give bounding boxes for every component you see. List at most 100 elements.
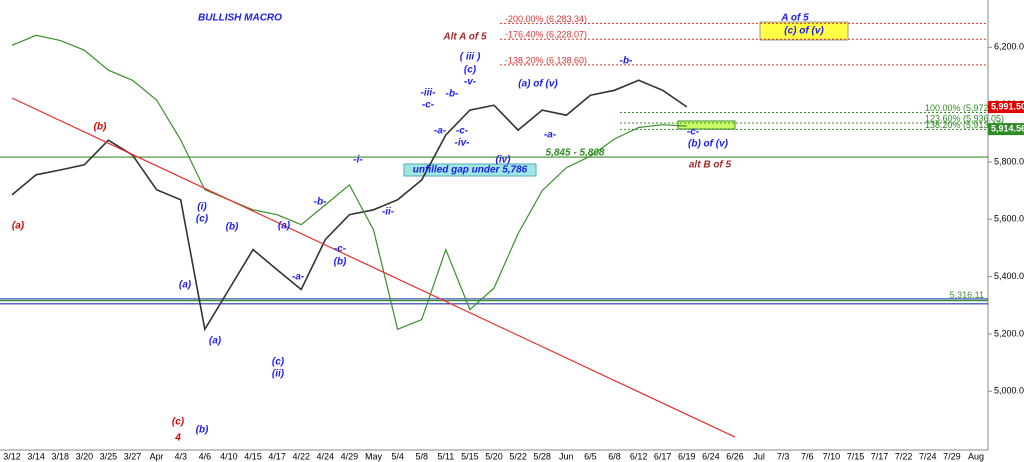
x-tick-label: 6/19 bbox=[678, 451, 696, 461]
wave-label: -c- bbox=[422, 100, 435, 111]
wave-label: -a- bbox=[434, 126, 447, 137]
x-tick-label: 7/15 bbox=[847, 451, 865, 461]
x-tick-label: 4/15 bbox=[244, 451, 262, 461]
wave-label: -a- bbox=[544, 130, 557, 141]
x-tick-label: 5/20 bbox=[485, 451, 503, 461]
wave-label: -iv- bbox=[455, 138, 471, 149]
x-tick-label: 7/17 bbox=[871, 451, 889, 461]
fib-label: -138.20% (6,138.60) bbox=[505, 55, 587, 65]
price-tag bbox=[988, 101, 1024, 114]
x-tick-label: 4/10 bbox=[220, 451, 238, 461]
x-tick-label: 7/29 bbox=[943, 451, 961, 461]
price-tag-label: 5,914.56 bbox=[991, 123, 1024, 133]
wave-label: alt B of 5 bbox=[689, 160, 732, 171]
y-tick-label: 6,200.00 bbox=[994, 42, 1024, 52]
trend-line bbox=[11, 97, 736, 438]
price-tag bbox=[988, 123, 1024, 136]
wave-label: -b- bbox=[620, 56, 633, 67]
x-tick-label: 4/29 bbox=[341, 451, 359, 461]
y-tick-label: 5,000.00 bbox=[994, 386, 1024, 396]
wave-label: (b) bbox=[226, 222, 239, 233]
x-tick-label: 7/10 bbox=[823, 451, 841, 461]
target-zone bbox=[759, 21, 849, 41]
wave-label: (c) bbox=[272, 357, 285, 368]
x-tick-label: 7/24 bbox=[919, 451, 937, 461]
wave-label: (b) bbox=[94, 122, 107, 133]
wave-label: -b- bbox=[446, 89, 459, 100]
x-tick-label: 3/20 bbox=[76, 451, 94, 461]
x-tick-label: 7/6 bbox=[801, 451, 814, 461]
wave-label: (a) bbox=[278, 221, 291, 232]
price-tag-label: 5,991.50 bbox=[991, 101, 1024, 111]
x-tick-label: 3/18 bbox=[51, 451, 69, 461]
x-tick-label: 4/24 bbox=[317, 451, 335, 461]
x-tick-label: 5/4 bbox=[391, 451, 404, 461]
x-tick-label: 7/3 bbox=[777, 451, 790, 461]
wave-label: (a) bbox=[209, 336, 222, 347]
x-tick-label: Jun bbox=[559, 451, 574, 461]
wave-label: -a- bbox=[292, 272, 305, 283]
wave-label: ( iii ) bbox=[460, 52, 481, 63]
x-tick-label: May bbox=[365, 451, 383, 461]
x-tick-label: 6/12 bbox=[630, 451, 648, 461]
y-tick-label: 5,400.00 bbox=[994, 271, 1024, 281]
x-tick-label: 3/14 bbox=[27, 451, 45, 461]
x-tick-label: 6/5 bbox=[584, 451, 597, 461]
wave-label: 5,845 - 5,808 bbox=[546, 148, 605, 159]
wave-label: A of 5 bbox=[780, 13, 809, 24]
wave-label: -v- bbox=[464, 77, 477, 88]
wave-label: (c) bbox=[464, 65, 477, 76]
x-tick-label: 3/27 bbox=[124, 451, 142, 461]
wave-label: -c- bbox=[334, 244, 347, 255]
x-tick-label: 5/15 bbox=[461, 451, 479, 461]
fib-label: 138.20% (5,913.47) bbox=[925, 120, 1004, 130]
wave-label: 4 bbox=[174, 433, 181, 444]
x-tick-label: 5/22 bbox=[509, 451, 527, 461]
x-tick-label: 4/22 bbox=[292, 451, 310, 461]
x-tick-label: 6/26 bbox=[726, 451, 744, 461]
wave-label: -b- bbox=[314, 197, 327, 208]
wave-label: (c) bbox=[172, 417, 185, 428]
fib-label: 123.60% (5,936.05) bbox=[925, 113, 1004, 123]
fib-label: -200.00% (6,283.34) bbox=[505, 14, 587, 24]
x-tick-label: 6/24 bbox=[702, 451, 720, 461]
x-tick-label: 7/22 bbox=[895, 451, 913, 461]
wave-label: -c- bbox=[456, 126, 469, 137]
x-tick-label: Jul bbox=[753, 451, 765, 461]
wave-label: (b) bbox=[196, 425, 209, 436]
wave-label: (c) of (v) bbox=[784, 26, 824, 37]
wave-label: (iv) bbox=[496, 155, 512, 166]
gap-box bbox=[403, 163, 537, 177]
wave-label: (b) of (v) bbox=[688, 139, 729, 150]
y-tick-label: 5,200.00 bbox=[994, 328, 1024, 338]
x-tick-label: 4/17 bbox=[268, 451, 286, 461]
envelope-line bbox=[11, 34, 687, 331]
y-tick-label: 5,800.00 bbox=[994, 156, 1024, 166]
wave-label: -c- bbox=[687, 127, 700, 138]
wave-label: (c) bbox=[196, 214, 209, 225]
level-label: 5,316.11 bbox=[950, 290, 984, 300]
wave-label: (a) bbox=[179, 280, 192, 291]
wave-label: Alt A of 5 bbox=[442, 32, 487, 43]
wave-label: (i) bbox=[197, 202, 207, 213]
x-tick-label: 4/6 bbox=[199, 451, 212, 461]
wave-label: BULLISH MACRO bbox=[198, 13, 282, 24]
wave-label: -i- bbox=[353, 155, 363, 166]
wave-label: unfilled gap under 5,786 bbox=[413, 165, 528, 176]
wave-label: (b) bbox=[334, 257, 347, 268]
x-tick-label: 6/8 bbox=[608, 451, 621, 461]
x-tick-label: Aug bbox=[968, 451, 984, 461]
x-tick-label: 6/17 bbox=[654, 451, 672, 461]
x-tick-label: 3/25 bbox=[100, 451, 118, 461]
x-tick-label: 5/28 bbox=[533, 451, 551, 461]
wave-label: (a) of (v) bbox=[518, 79, 558, 90]
fib-label: -176.40% (6,228.07) bbox=[505, 30, 587, 40]
x-tick-label: 3/12 bbox=[3, 451, 21, 461]
x-tick-label: 5/8 bbox=[415, 451, 428, 461]
y-tick-label: 5,600.00 bbox=[994, 214, 1024, 224]
x-tick-label: 4/3 bbox=[174, 451, 187, 461]
fib-label: 100.00% (5,972.55) bbox=[925, 103, 1004, 113]
x-tick-label: 5/11 bbox=[437, 451, 454, 461]
